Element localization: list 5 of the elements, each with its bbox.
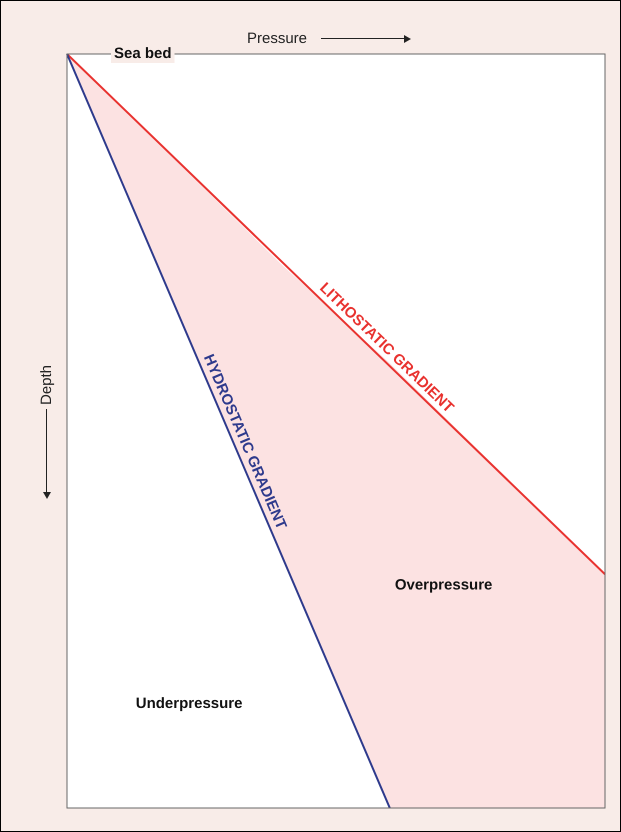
annotation: Overpressure	[394, 576, 492, 594]
annotation: Underpressure	[136, 695, 242, 712]
annotation: Sea bed	[114, 45, 172, 62]
y-axis-title: Depth	[38, 364, 55, 405]
x-axis-title: Pressure	[247, 30, 308, 47]
